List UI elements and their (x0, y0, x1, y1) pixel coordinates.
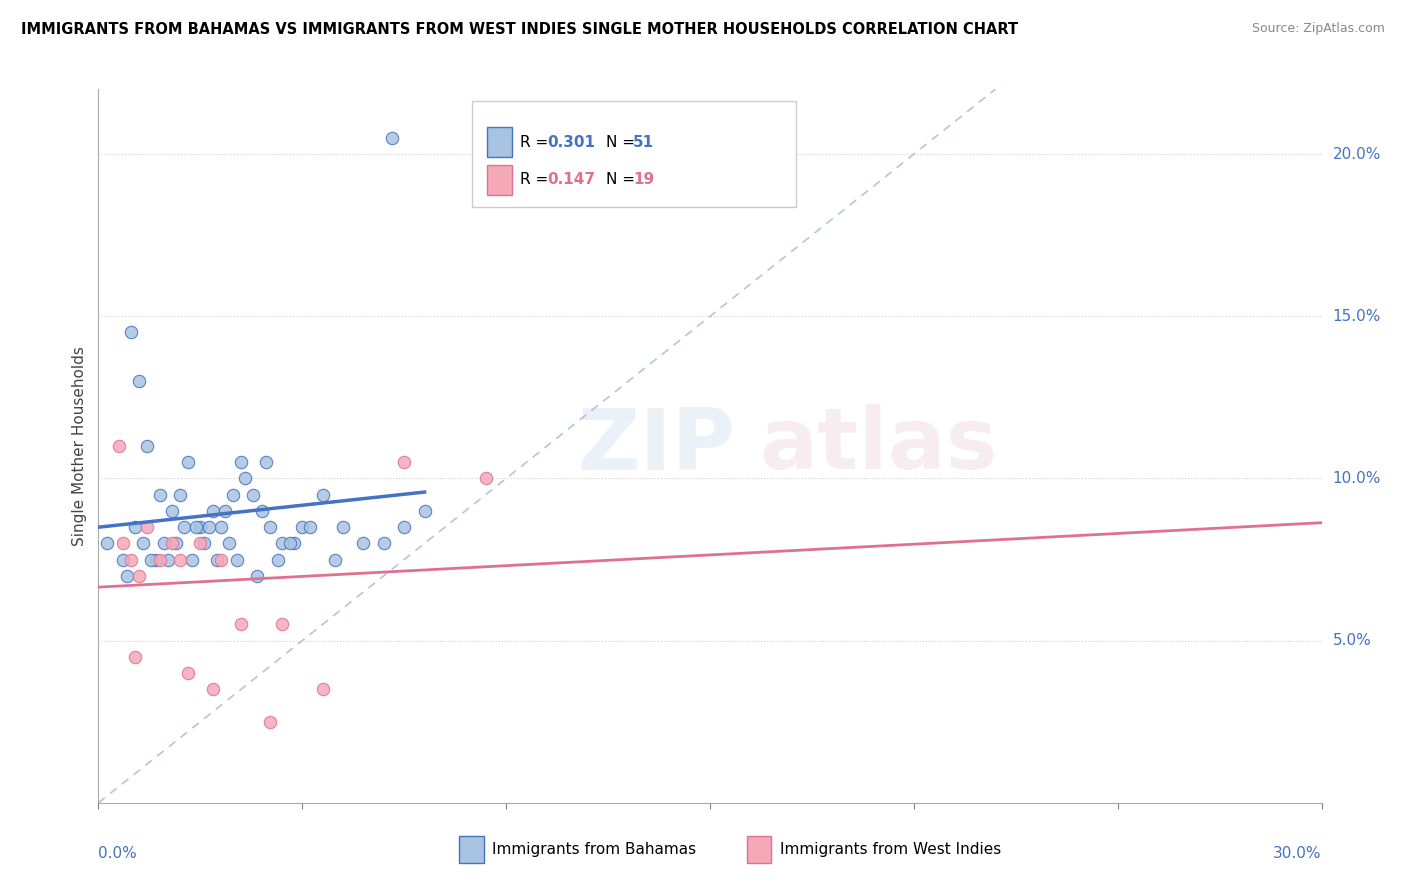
Point (124, 649, 146, 664)
Point (169, 488, 191, 502)
Text: Immigrants from West Indies: Immigrants from West Indies (780, 842, 1001, 857)
Text: 0.147: 0.147 (547, 172, 595, 187)
Point (474, 471, 498, 485)
Point (169, 552, 191, 566)
Point (209, 520, 232, 534)
Text: N =: N = (606, 172, 640, 187)
Point (165, 536, 187, 550)
Point (149, 552, 172, 566)
Text: N =: N = (606, 135, 640, 150)
Text: R =: R = (520, 172, 554, 187)
Point (259, 714, 281, 729)
Point (312, 488, 335, 502)
Point (332, 520, 354, 534)
Point (209, 552, 232, 566)
Point (115, 568, 138, 582)
Point (222, 488, 245, 502)
Text: Source: ZipAtlas.com: Source: ZipAtlas.com (1251, 22, 1385, 36)
Point (291, 520, 314, 534)
Text: 0.0%: 0.0% (98, 846, 138, 861)
Point (96, 536, 118, 550)
Point (233, 471, 256, 485)
Bar (488, 127, 512, 157)
Bar (460, 837, 484, 863)
Point (124, 520, 146, 534)
Point (201, 682, 224, 697)
Point (270, 536, 294, 550)
Point (323, 552, 346, 566)
Point (250, 504, 273, 518)
Point (156, 552, 179, 566)
Text: 5.0%: 5.0% (1333, 633, 1371, 648)
Point (160, 536, 183, 550)
Bar (471, 102, 796, 207)
Point (152, 536, 174, 550)
Text: IMMIGRANTS FROM BAHAMAS VS IMMIGRANTS FROM WEST INDIES SINGLE MOTHER HOUSEHOLDS : IMMIGRANTS FROM BAHAMAS VS IMMIGRANTS FR… (21, 22, 1018, 37)
Point (136, 520, 159, 534)
Point (246, 568, 269, 582)
Point (231, 455, 253, 469)
Point (173, 520, 195, 534)
Point (392, 455, 416, 469)
Bar (747, 837, 772, 863)
Point (120, 326, 142, 340)
Point (373, 536, 395, 550)
Point (381, 131, 404, 145)
Point (226, 552, 249, 566)
Point (149, 488, 172, 502)
Text: Immigrants from Bahamas: Immigrants from Bahamas (492, 842, 696, 857)
Bar (488, 165, 512, 194)
Point (111, 536, 134, 550)
Point (214, 504, 236, 518)
Point (186, 520, 208, 534)
Point (108, 439, 131, 453)
Point (352, 536, 374, 550)
Point (160, 504, 183, 518)
Text: 0.301: 0.301 (547, 135, 595, 150)
Point (128, 374, 150, 388)
Point (141, 552, 163, 566)
Point (278, 536, 301, 550)
Point (181, 552, 204, 566)
Point (145, 552, 167, 566)
Text: R =: R = (520, 135, 554, 150)
Point (188, 520, 212, 534)
Point (392, 520, 416, 534)
Point (259, 520, 281, 534)
Point (267, 552, 290, 566)
Point (120, 552, 142, 566)
Point (270, 617, 294, 632)
Text: 19: 19 (633, 172, 654, 187)
Y-axis label: Single Mother Households: Single Mother Households (72, 346, 87, 546)
Text: ZIP: ZIP (576, 404, 734, 488)
Text: 30.0%: 30.0% (1274, 846, 1322, 861)
Point (312, 682, 335, 697)
Point (197, 520, 219, 534)
Point (177, 666, 200, 681)
Point (132, 536, 155, 550)
Point (136, 439, 159, 453)
Point (193, 536, 215, 550)
Point (205, 552, 228, 566)
Point (231, 617, 253, 632)
Point (242, 488, 264, 502)
Point (299, 520, 322, 534)
Text: 51: 51 (633, 135, 654, 150)
Point (283, 536, 305, 550)
Point (111, 552, 134, 566)
Text: 20.0%: 20.0% (1333, 146, 1381, 161)
Point (254, 455, 277, 469)
Point (413, 504, 436, 518)
Point (177, 455, 200, 469)
Text: 15.0%: 15.0% (1333, 309, 1381, 324)
Point (218, 536, 240, 550)
Text: 10.0%: 10.0% (1333, 471, 1381, 486)
Text: atlas: atlas (759, 404, 997, 488)
Point (128, 568, 150, 582)
Point (201, 504, 224, 518)
Point (188, 536, 212, 550)
